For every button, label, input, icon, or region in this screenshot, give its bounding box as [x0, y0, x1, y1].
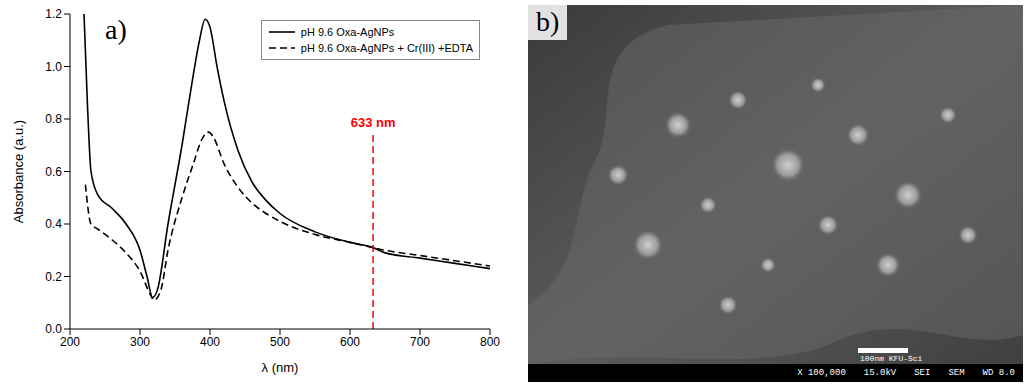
- svg-text:500: 500: [270, 335, 290, 349]
- html-text:pH 9.6 Oxa-AgNPs + Cr(III) +ED: pH 9.6 Oxa-AgNPs + Cr(III) +EDTA: [300, 42, 473, 54]
- html-text:pH 9.6 Oxa-AgNPs: pH 9.6 Oxa-AgNPs: [300, 26, 395, 38]
- svg-text:600: 600: [340, 335, 360, 349]
- html-text:100nm KFU-Sci: 100nm KFU-Sci: [860, 354, 923, 363]
- svg-text:1.0: 1.0: [45, 60, 62, 74]
- html-text:X 100,000: X 100,000: [797, 368, 846, 378]
- html-text:WD 8.0: WD 8.0: [982, 368, 1015, 378]
- svg-text:λ (nm): λ (nm): [262, 360, 299, 375]
- html-text:15.0kV: 15.0kV: [863, 368, 897, 378]
- svg-text:800: 800: [480, 335, 500, 349]
- svg-text:200: 200: [60, 335, 80, 349]
- svg-text:700: 700: [410, 335, 430, 349]
- svg-text:300: 300: [130, 335, 150, 349]
- svg-text:0.4: 0.4: [45, 217, 62, 231]
- svg-text:0.6: 0.6: [45, 165, 62, 179]
- svg-text:1.2: 1.2: [45, 7, 62, 21]
- svg-text:0.2: 0.2: [45, 270, 62, 284]
- html-text:b): b): [536, 6, 560, 37]
- svg-text:400: 400: [200, 335, 220, 349]
- svg-text:Absorbance (a.u.): Absorbance (a.u.): [11, 120, 26, 223]
- html-text:a): a): [105, 14, 127, 45]
- html-text:SEI: SEI: [914, 368, 931, 378]
- html-text:SEM: SEM: [948, 368, 965, 378]
- svg-text:633 nm: 633 nm: [351, 115, 396, 130]
- svg-text:0.8: 0.8: [45, 112, 62, 126]
- svg-text:0.0: 0.0: [45, 322, 62, 336]
